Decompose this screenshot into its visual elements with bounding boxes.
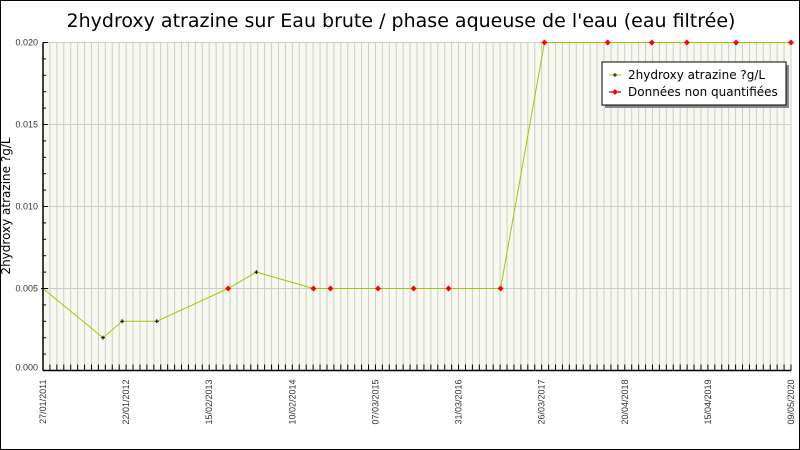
- data-point-quantified: [154, 319, 159, 324]
- x-tick-label: 07/03/2015: [370, 380, 380, 425]
- data-point-quantified: [41, 286, 45, 291]
- x-tick-label: 09/05/2020: [786, 380, 796, 425]
- data-point-quantified: [120, 319, 125, 324]
- x-tick-label: 15/04/2019: [703, 380, 713, 425]
- data-point-non-quantified: [497, 285, 504, 292]
- x-tick-label: 31/03/2016: [454, 380, 464, 425]
- x-tick-label: 22/01/2012: [121, 380, 131, 425]
- legend: 2hydroxy atrazine ?g/L Données non quant…: [601, 61, 789, 108]
- x-tick-label: 27/01/2011: [38, 380, 48, 424]
- data-point-quantified: [101, 335, 106, 340]
- y-tick-label: 0.010: [15, 202, 38, 212]
- data-point-non-quantified: [788, 39, 794, 46]
- chart-title: 2hydroxy atrazine sur Eau brute / phase …: [67, 10, 736, 32]
- x-tick-label: 10/02/2014: [287, 380, 297, 425]
- data-point-non-quantified: [445, 285, 452, 292]
- data-point-non-quantified: [541, 39, 548, 46]
- data-point-non-quantified: [683, 39, 690, 46]
- data-point-non-quantified: [648, 39, 655, 46]
- y-tick-label: 0.000: [15, 363, 38, 373]
- x-tick-label: 15/02/2013: [204, 380, 214, 425]
- data-point-non-quantified: [225, 285, 232, 292]
- legend-red-marker-icon: [612, 89, 618, 95]
- data-point-non-quantified: [733, 39, 740, 46]
- y-tick-label: 0.005: [15, 284, 38, 294]
- x-tick-label: 26/03/2017: [537, 380, 547, 425]
- legend-box: [601, 61, 787, 106]
- legend-black-marker-icon: [613, 73, 617, 77]
- y-axis-label: 2hydroxy atrazine ?g/L: [1, 137, 13, 274]
- y-tick-label: 0.020: [15, 38, 38, 48]
- legend-entry-quantified: 2hydroxy atrazine ?g/L: [628, 68, 765, 82]
- legend-entry-non-quantified: Données non quantifiées: [628, 85, 778, 99]
- data-point-quantified: [254, 270, 259, 275]
- data-point-non-quantified: [604, 39, 611, 46]
- data-point-non-quantified: [327, 285, 334, 292]
- data-point-non-quantified: [410, 285, 417, 292]
- data-point-non-quantified: [310, 285, 317, 292]
- data-point-non-quantified: [375, 285, 382, 292]
- series-line: [42, 42, 791, 339]
- y-tick-label: 0.015: [15, 120, 38, 130]
- x-tick-label: 20/04/2018: [620, 380, 630, 425]
